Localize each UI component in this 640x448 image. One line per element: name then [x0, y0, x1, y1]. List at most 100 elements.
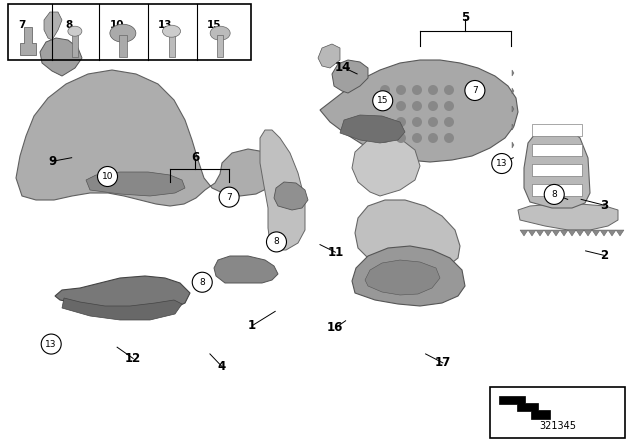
Text: 1: 1	[248, 319, 256, 332]
Bar	[532, 144, 582, 156]
Text: 14: 14	[335, 60, 351, 74]
Bar	[532, 164, 582, 176]
Polygon shape	[544, 230, 552, 236]
Circle shape	[97, 167, 118, 186]
Text: 8: 8	[274, 237, 279, 246]
Polygon shape	[332, 60, 368, 93]
Bar	[490, 387, 625, 438]
Polygon shape	[528, 230, 536, 236]
Polygon shape	[584, 230, 592, 236]
Text: 9: 9	[49, 155, 56, 168]
Polygon shape	[274, 182, 308, 210]
Text: 7: 7	[227, 193, 232, 202]
Text: 5: 5	[461, 10, 469, 24]
Text: 13: 13	[45, 340, 57, 349]
Circle shape	[444, 133, 454, 143]
Bar	[217, 35, 223, 57]
Circle shape	[465, 81, 485, 100]
Polygon shape	[340, 115, 405, 143]
Polygon shape	[512, 70, 514, 76]
Circle shape	[380, 117, 390, 127]
Polygon shape	[520, 230, 528, 236]
Polygon shape	[536, 230, 544, 236]
Circle shape	[41, 334, 61, 354]
Polygon shape	[616, 230, 624, 236]
Circle shape	[412, 101, 422, 111]
Text: 13: 13	[158, 20, 173, 30]
Polygon shape	[592, 230, 600, 236]
Circle shape	[492, 154, 512, 173]
Circle shape	[380, 101, 390, 111]
Text: 4: 4	[218, 359, 225, 373]
Bar	[532, 184, 582, 196]
Circle shape	[396, 133, 406, 143]
Polygon shape	[552, 230, 560, 236]
Polygon shape	[512, 88, 514, 94]
Polygon shape	[320, 60, 518, 162]
Polygon shape	[352, 246, 465, 306]
Text: 15: 15	[207, 20, 221, 30]
Text: 10: 10	[109, 20, 124, 30]
Circle shape	[380, 85, 390, 95]
Polygon shape	[16, 70, 282, 206]
Bar	[72, 35, 78, 57]
Ellipse shape	[110, 24, 136, 42]
Text: 11: 11	[327, 246, 344, 259]
Circle shape	[396, 101, 406, 111]
Circle shape	[396, 117, 406, 127]
Polygon shape	[352, 136, 420, 196]
Text: 7: 7	[472, 86, 477, 95]
Text: 2: 2	[600, 249, 608, 262]
Circle shape	[380, 133, 390, 143]
Bar	[119, 35, 127, 57]
Circle shape	[428, 85, 438, 95]
Polygon shape	[40, 38, 82, 76]
Polygon shape	[560, 230, 568, 236]
Polygon shape	[86, 172, 185, 196]
Circle shape	[444, 117, 454, 127]
Circle shape	[219, 187, 239, 207]
Ellipse shape	[163, 25, 180, 37]
Polygon shape	[318, 44, 340, 68]
Bar	[532, 124, 582, 136]
Circle shape	[428, 133, 438, 143]
Circle shape	[428, 101, 438, 111]
Text: 321345: 321345	[540, 421, 577, 431]
Polygon shape	[512, 142, 514, 148]
Circle shape	[266, 232, 287, 252]
Polygon shape	[524, 126, 590, 208]
Circle shape	[412, 133, 422, 143]
Text: 8: 8	[552, 190, 557, 199]
Text: 7: 7	[19, 20, 26, 30]
Text: 10: 10	[102, 172, 113, 181]
Text: 12: 12	[125, 352, 141, 365]
Polygon shape	[600, 230, 608, 236]
Polygon shape	[365, 260, 440, 295]
Polygon shape	[55, 276, 190, 312]
Polygon shape	[568, 230, 576, 236]
Polygon shape	[518, 204, 618, 230]
Circle shape	[372, 91, 393, 111]
Text: 8: 8	[200, 278, 205, 287]
Text: 15: 15	[377, 96, 388, 105]
Polygon shape	[512, 106, 514, 112]
Text: 17: 17	[435, 356, 451, 370]
Circle shape	[192, 272, 212, 292]
Polygon shape	[44, 12, 62, 40]
Circle shape	[412, 117, 422, 127]
Text: 16: 16	[327, 321, 344, 335]
Polygon shape	[355, 200, 460, 270]
Polygon shape	[214, 256, 278, 283]
Circle shape	[396, 85, 406, 95]
Polygon shape	[608, 230, 616, 236]
Text: 13: 13	[496, 159, 508, 168]
Circle shape	[412, 85, 422, 95]
Circle shape	[444, 101, 454, 111]
Polygon shape	[512, 124, 514, 130]
Bar	[8, 4, 251, 60]
Ellipse shape	[210, 26, 230, 40]
Polygon shape	[62, 298, 182, 320]
Polygon shape	[576, 230, 584, 236]
Text: 8: 8	[65, 20, 72, 30]
Bar	[168, 35, 175, 57]
